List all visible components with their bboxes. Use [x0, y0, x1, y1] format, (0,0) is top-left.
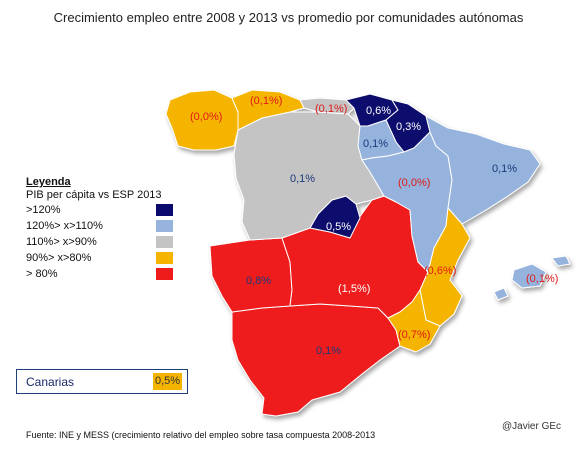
legend-item: 90%> x>80%: [26, 250, 186, 266]
legend-subtitle: PIB per cápita vs ESP 2013: [26, 189, 162, 201]
label-andalucia: 0,1%: [316, 345, 341, 357]
label-baleares: (0,1%): [526, 273, 558, 285]
region-galicia[interactable]: [165, 89, 239, 151]
label-cantabria: (0,1%): [315, 103, 347, 115]
region-cataluna[interactable]: [425, 115, 541, 225]
label-valencia: (0,6%): [424, 265, 456, 277]
legend-label: 120%> x>110%: [26, 220, 103, 232]
label-madrid: 0,5%: [326, 221, 351, 233]
legend-label: > 80%: [26, 268, 58, 280]
map-title: Crecimiento empleo entre 2008 y 2013 vs …: [53, 10, 524, 25]
legend-swatch: [156, 252, 173, 264]
canarias-label: Canarias: [26, 375, 75, 389]
legend-label: 110%> x>90%: [26, 236, 97, 248]
label-navarra: 0,3%: [396, 121, 421, 133]
legend-label: >120%: [26, 204, 61, 216]
region-asturias[interactable]: [231, 89, 305, 131]
label-extremadura: 0,8%: [246, 275, 271, 287]
label-castilla-la-mancha: (1,5%): [338, 283, 370, 295]
label-asturias: (0,1%): [250, 95, 282, 107]
label-la-rioja: 0,1%: [363, 138, 388, 150]
legend-item: 120%> x>110%: [26, 218, 186, 234]
legend-item: > 80%: [26, 266, 186, 282]
canarias-box: Canarias 0,5%: [16, 369, 188, 394]
map-legend: Leyenda PIB per cápita vs ESP 2013 >120%…: [26, 176, 186, 282]
author-credit: @Javier GEc: [502, 421, 562, 432]
label-castilla-y-leon: 0,1%: [290, 173, 315, 185]
region-andalucia[interactable]: [231, 303, 401, 417]
region-baleares-ibiza[interactable]: [493, 287, 509, 301]
label-cataluna: 0,1%: [492, 163, 517, 175]
label-murcia: (0,7%): [398, 329, 430, 341]
legend-swatch: [156, 268, 173, 280]
canarias-value: 0,5%: [153, 373, 182, 390]
label-galicia: (0,0%): [190, 111, 222, 123]
region-cantabria[interactable]: [299, 97, 355, 115]
label-pais-vasco: 0,6%: [366, 105, 391, 117]
source-note: Fuente: INE y MESS (crecimiento relativo…: [26, 430, 376, 440]
legend-item: >120%: [26, 202, 186, 218]
region-baleares-menorca[interactable]: [551, 255, 571, 267]
legend-swatch: [156, 204, 173, 216]
legend-swatch: [156, 220, 173, 232]
region-murcia[interactable]: [387, 289, 441, 353]
label-aragon: (0,0%): [398, 177, 430, 189]
legend-item: 110%> x>90%: [26, 234, 186, 250]
legend-title: Leyenda: [26, 176, 71, 188]
legend-label: 90%> x>80%: [26, 252, 92, 264]
legend-swatch: [156, 236, 173, 248]
region-baleares-mallorca[interactable]: [511, 263, 547, 289]
